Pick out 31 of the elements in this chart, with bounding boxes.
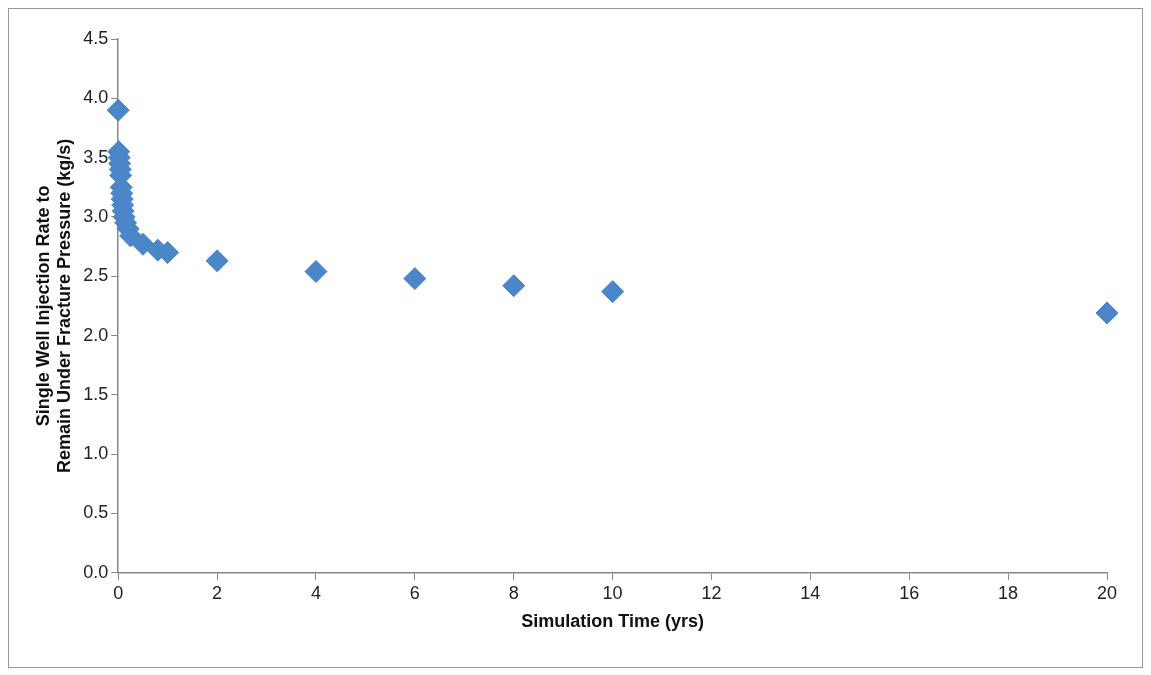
y-tick-label: 2.0 bbox=[83, 324, 109, 345]
point bbox=[502, 274, 526, 298]
x-tick-label: 16 bbox=[899, 582, 920, 603]
x-axis-title: Simulation Time (yrs) bbox=[521, 611, 704, 632]
point bbox=[601, 280, 625, 304]
y-tick-label: 3.0 bbox=[83, 205, 109, 226]
x-tick-label: 8 bbox=[508, 582, 519, 603]
y-tick-label: 0.0 bbox=[83, 561, 109, 582]
x-tick-label: 20 bbox=[1096, 582, 1118, 603]
x-tick-label: 4 bbox=[310, 582, 321, 603]
y-tick-label: 4.0 bbox=[83, 87, 109, 108]
y-tick-label: 4.5 bbox=[83, 27, 109, 48]
x-tick-label: 18 bbox=[998, 582, 1019, 603]
y-tick-label: 1.0 bbox=[83, 443, 109, 464]
x-tick-label: 0 bbox=[113, 582, 124, 603]
point bbox=[1095, 301, 1119, 325]
point bbox=[304, 260, 328, 283]
y-tick-label: 3.5 bbox=[83, 146, 109, 167]
x-tick-label: 2 bbox=[212, 582, 223, 603]
x-tick-label: 10 bbox=[602, 582, 623, 603]
y-tick-label: 2.5 bbox=[83, 265, 109, 286]
y-axis-title: Single Well Injection Rate to Remain Under Fracture Pressure (kg/s) bbox=[32, 138, 75, 473]
y-tick-label: 0.5 bbox=[83, 502, 109, 523]
x-tick-label: 12 bbox=[701, 582, 722, 603]
point bbox=[131, 232, 155, 256]
point bbox=[403, 267, 427, 291]
point bbox=[205, 249, 229, 273]
x-tick-label: 14 bbox=[800, 582, 821, 603]
x-tick-label: 6 bbox=[409, 582, 420, 603]
y-tick-label: 1.5 bbox=[83, 383, 109, 404]
point bbox=[106, 98, 130, 122]
